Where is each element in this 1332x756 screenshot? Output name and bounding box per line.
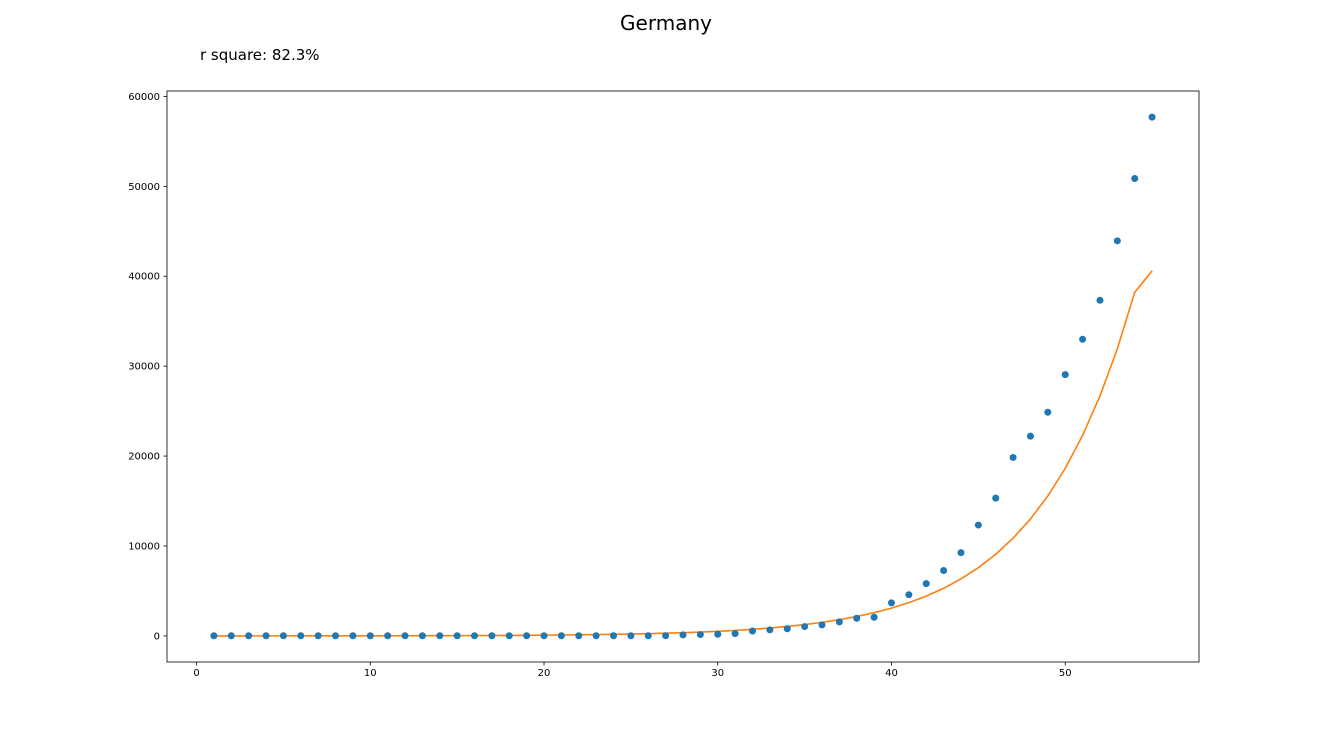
data-point-35 [801, 623, 809, 631]
data-point-53 [1113, 237, 1121, 245]
data-point-46 [992, 494, 1000, 502]
fit-curve-line [213, 270, 1153, 637]
data-point-27 [662, 632, 670, 640]
y-tick-label-40000: 40000 [128, 272, 160, 283]
data-point-29 [696, 631, 704, 639]
data-point-30 [714, 630, 722, 638]
data-point-36 [818, 621, 826, 629]
data-point-33 [766, 626, 774, 634]
data-points-layer [210, 113, 1156, 640]
data-point-1 [210, 632, 218, 640]
fit-curve-layer [213, 270, 1153, 637]
y-tick-label-30000: 30000 [128, 362, 160, 373]
x-tick-label-50: 50 [1059, 668, 1072, 679]
data-point-9 [349, 632, 357, 640]
data-point-22 [575, 632, 583, 640]
data-point-44 [957, 549, 965, 557]
data-point-51 [1079, 335, 1087, 343]
data-point-3 [245, 632, 253, 640]
x-tick-label-0: 0 [193, 668, 199, 679]
data-point-50 [1061, 371, 1069, 379]
x-tick-label-40: 40 [885, 668, 898, 679]
data-point-8 [332, 632, 340, 640]
data-point-12 [401, 632, 409, 640]
data-point-4 [262, 632, 270, 640]
data-point-45 [974, 521, 982, 529]
data-point-32 [748, 627, 756, 635]
data-point-19 [523, 632, 531, 640]
data-point-42 [922, 580, 930, 588]
data-point-38 [853, 614, 861, 622]
chart-title: Germany [620, 11, 712, 35]
data-point-14 [436, 632, 444, 640]
data-point-16 [471, 632, 479, 640]
x-tick-label-20: 20 [538, 668, 551, 679]
data-point-49 [1044, 408, 1052, 416]
r-square-annotation: r square: 82.3% [200, 46, 320, 64]
data-point-2 [227, 632, 235, 640]
x-tick-label-10: 10 [364, 668, 377, 679]
data-point-10 [366, 632, 374, 640]
data-point-37 [835, 618, 843, 626]
data-point-31 [731, 630, 739, 638]
data-point-47 [1009, 453, 1017, 461]
data-point-25 [627, 632, 635, 640]
data-point-26 [644, 632, 652, 640]
data-point-54 [1131, 174, 1139, 182]
data-point-20 [540, 632, 548, 640]
data-point-40 [887, 599, 895, 607]
plot-frame [166, 90, 1200, 663]
data-point-55 [1148, 113, 1156, 121]
data-point-34 [783, 625, 791, 633]
data-point-17 [488, 632, 496, 640]
data-point-52 [1096, 296, 1104, 304]
y-tick-label-20000: 20000 [128, 452, 160, 463]
data-point-11 [384, 632, 392, 640]
y-tick-label-50000: 50000 [128, 182, 160, 193]
data-point-28 [679, 631, 687, 639]
data-point-13 [418, 632, 426, 640]
data-point-21 [557, 632, 565, 640]
data-point-41 [905, 591, 913, 599]
axes-layer: 0 10 20 30 40 50 0 10000 20000 30000 40000 50000 600… [128, 90, 1200, 679]
data-point-39 [870, 613, 878, 621]
y-tick-label-60000: 60000 [128, 92, 160, 103]
data-point-48 [1026, 432, 1034, 440]
y-tick-label-10000: 10000 [128, 542, 160, 553]
data-point-6 [297, 632, 305, 640]
y-tick-label-0: 0 [154, 631, 160, 642]
data-point-18 [505, 632, 513, 640]
x-tick-label-30: 30 [711, 668, 724, 679]
data-point-7 [314, 632, 322, 640]
data-point-43 [940, 567, 948, 575]
data-point-5 [279, 632, 287, 640]
data-point-24 [610, 632, 618, 640]
data-point-23 [592, 632, 600, 640]
data-point-15 [453, 632, 461, 640]
